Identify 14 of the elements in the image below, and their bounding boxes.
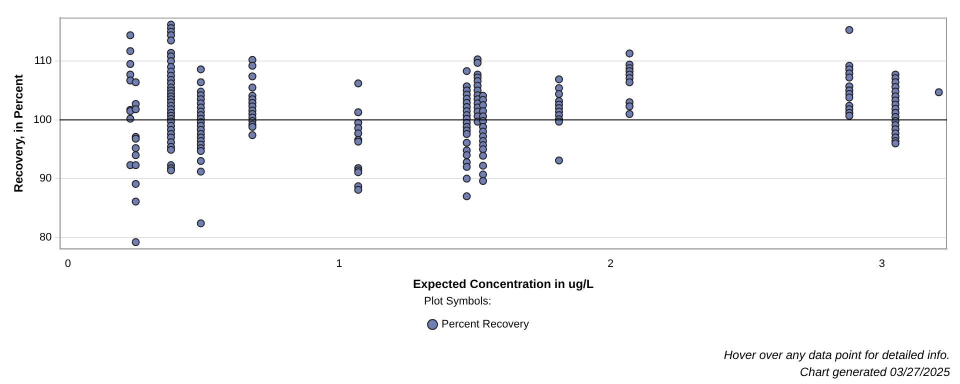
legend-title: Plot Symbols: <box>424 295 492 308</box>
y-tick-label: 110 <box>34 55 52 68</box>
y-tick-label: 90 <box>40 172 52 185</box>
x-tick-label: 0 <box>64 258 71 270</box>
y-tick-label: 100 <box>33 114 52 126</box>
x-tick-label: 3 <box>878 258 885 270</box>
x-axis-title: Expected Concentration in ug/L <box>413 276 594 291</box>
x-tick-label: 1 <box>336 258 342 270</box>
x-tick-label: 2 <box>607 258 614 270</box>
legend-label: Percent Recovery <box>442 318 530 331</box>
text: Chart generated 03/27/2025 <box>800 365 950 379</box>
y-axis-title: Recovery, in Percent <box>12 74 26 192</box>
text: Hover over any data point for detailed info. <box>724 348 950 362</box>
y-tick-label: 80 <box>40 231 52 244</box>
